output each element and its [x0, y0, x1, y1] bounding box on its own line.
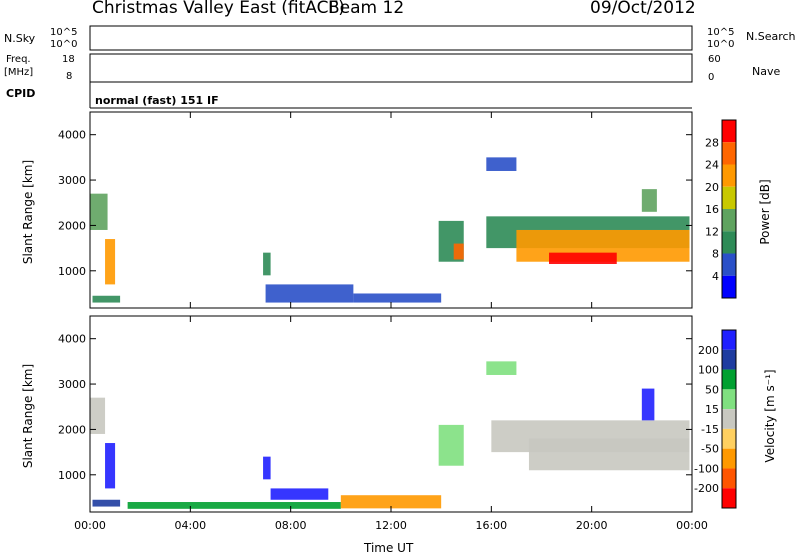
velocity-colorbar-segment: [722, 488, 736, 508]
x-tick-label: 12:00: [375, 519, 407, 532]
x-tick-label: 08:00: [275, 519, 307, 532]
power-colorbar-segment: [722, 275, 736, 298]
velocity-colorbar-tick: -100: [694, 462, 719, 475]
power-colorbar-segment: [722, 186, 736, 209]
power-colorbar-segment: [722, 164, 736, 187]
cpid-value: normal (fast) 151 IF: [95, 94, 219, 107]
power-colorbar-segment: [722, 209, 736, 232]
power-data-region: [353, 293, 442, 303]
freq-tick-bottom: 8: [66, 71, 73, 82]
nsky-label: N.Sky: [4, 32, 36, 45]
power-data-region: [90, 193, 108, 230]
power-y-tick-label: 2000: [58, 219, 86, 232]
velocity-colorbar-tick: 50: [705, 383, 719, 396]
x-tick-label: 00:00: [676, 519, 708, 532]
velocity-y-tick-label: 1000: [58, 469, 86, 482]
nsky-panel-frame: [89, 25, 693, 51]
power-colorbar-tick: 12: [705, 225, 719, 238]
velocity-colorbar-frame: [721, 329, 737, 509]
power-colorbar-tick: 8: [712, 248, 719, 261]
power-y-tick-label: 1000: [58, 265, 86, 278]
power-data-region: [486, 157, 517, 171]
velocity-colorbar-segment: [722, 428, 736, 449]
freq-label-line2: [MHz]: [4, 67, 34, 78]
velocity-y-tick-label: 2000: [58, 423, 86, 436]
nsky-tick-bottom: 10^0: [50, 39, 78, 50]
velocity-y-tick-label: 3000: [58, 378, 86, 391]
velocity-colorbar-tick: 100: [698, 364, 719, 377]
velocity-colorbar-segment: [722, 389, 736, 410]
velocity-data-region: [438, 424, 464, 466]
power-colorbar-segment: [722, 142, 736, 165]
beam-label: Beam 12: [328, 0, 405, 18]
velocity-data-region: [340, 495, 442, 509]
power-colorbar-tick: 4: [712, 270, 719, 283]
freq-panel-frame: [89, 53, 693, 83]
velocity-y-tick-label: 4000: [58, 333, 86, 346]
velocity-data-region: [528, 438, 690, 471]
x-axis-title: Time UT: [364, 541, 414, 555]
nsky-tick-top: 10^5: [50, 27, 78, 38]
nsearch-tick-top: 10^5: [707, 27, 735, 38]
power-y-tick-label: 4000: [58, 129, 86, 142]
x-tick-label: 00:00: [74, 519, 106, 532]
nave-tick-bottom: 0: [708, 72, 715, 83]
power-colorbar-segment: [722, 120, 736, 143]
date-label: 09/Oct/2012: [590, 0, 696, 18]
power-plot-frame: [89, 111, 693, 309]
velocity-colorbar-tick: 200: [698, 344, 719, 357]
freq-tick-top: 18: [62, 54, 75, 65]
power-colorbar-tick: 28: [705, 136, 719, 149]
power-data-region: [92, 295, 121, 303]
velocity-data-region: [105, 443, 116, 489]
velocity-data-region: [92, 499, 121, 507]
velocity-data-region: [641, 388, 655, 421]
velocity-colorbar-segment: [722, 409, 736, 429]
velocity-colorbar-tick: -200: [694, 482, 719, 495]
freq-label-line1: Freq.: [6, 54, 31, 65]
x-tick-label: 20:00: [576, 519, 608, 532]
velocity-data-region: [263, 456, 271, 480]
power-colorbar-tick: 16: [705, 203, 719, 216]
velocity-colorbar-segment: [722, 369, 736, 390]
velocity-data-region: [127, 502, 341, 509]
velocity-colorbar-tick: -15: [701, 423, 719, 436]
power-data-region: [453, 243, 464, 260]
power-data-region: [265, 284, 354, 303]
power-colorbar-frame: [721, 119, 737, 299]
power-data-region: [263, 252, 271, 276]
power-colorbar-segment: [722, 231, 736, 254]
velocity-colorbar-segment: [722, 448, 736, 469]
x-tick-label: 16:00: [475, 519, 507, 532]
power-colorbar-tick: 20: [705, 181, 719, 194]
velocity-data-region: [270, 488, 329, 500]
power-data-region: [641, 189, 657, 212]
power-data-region: [549, 252, 617, 264]
station-title: Christmas Valley East (fitACF): [92, 0, 345, 18]
velocity-colorbar-segment: [722, 468, 736, 489]
nsearch-label: N.Search: [746, 30, 796, 43]
power-data-region: [105, 239, 116, 285]
power-y-tick-label: 3000: [58, 174, 86, 187]
velocity-data-region: [90, 397, 106, 434]
velocity-plot-frame: [89, 315, 693, 513]
nsearch-tick-bottom: 10^0: [707, 39, 735, 50]
velocity-colorbar-segment: [722, 349, 736, 370]
nave-tick-top: 60: [708, 54, 721, 65]
nave-label: Nave: [752, 65, 781, 78]
velocity-colorbar-tick: 15: [705, 403, 719, 416]
cpid-label: CPID: [6, 87, 36, 100]
velocity-colorbar-tick: -50: [701, 443, 719, 456]
x-tick-label: 04:00: [174, 519, 206, 532]
power-colorbar-tick: 24: [705, 159, 719, 172]
power-colorbar-segment: [722, 253, 736, 276]
velocity-colorbar-segment: [722, 330, 736, 350]
velocity-data-region: [486, 361, 517, 375]
